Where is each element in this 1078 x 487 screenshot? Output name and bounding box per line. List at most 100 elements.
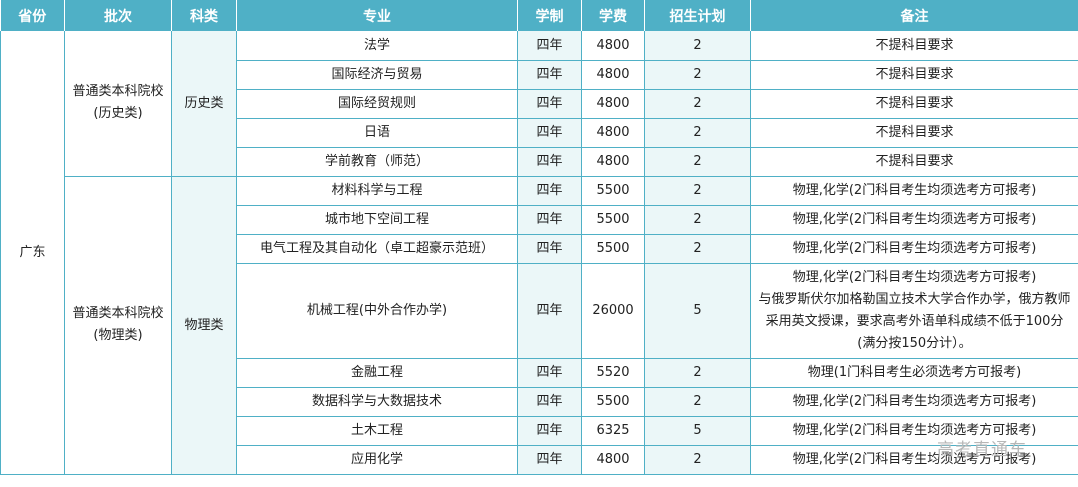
- duration-cell: 四年: [517, 387, 582, 417]
- table-row: 日语 四年 4800 2 不提科目要求: [1, 118, 1078, 148]
- duration-cell: 四年: [517, 176, 582, 206]
- plan-cell: 2: [644, 176, 751, 206]
- note-cell: 不提科目要求: [750, 89, 1078, 119]
- header-row: 省份 批次 科类 专业 学制 学费 招生计划 备注: [0, 0, 1078, 31]
- header-plan: 招生计划: [644, 0, 751, 31]
- note-cell: 物理,化学(2门科目考生均须选考方可报考): [750, 445, 1078, 475]
- note-line: 采用英文授课，要求高考外语单科成绩不低于100分: [765, 313, 1064, 329]
- plan-cell: 2: [644, 445, 751, 475]
- duration-cell: 四年: [517, 416, 582, 446]
- duration-cell: 四年: [517, 118, 582, 148]
- note-cell: 不提科目要求: [750, 31, 1078, 61]
- duration-cell: 四年: [517, 263, 582, 359]
- plan-cell: 2: [644, 118, 751, 148]
- table-row: 机械工程(中外合作办学) 四年 26000 5 物理,化学(2门科目考生均须选考…: [1, 263, 1078, 359]
- major-cell: 应用化学: [236, 445, 518, 475]
- major-cell: 法学: [236, 31, 518, 61]
- table-row: 数据科学与大数据技术 四年 5500 2 物理,化学(2门科目考生均须选考方可报…: [1, 387, 1078, 417]
- admission-plan-table: 省份 批次 科类 专业 学制 学费 招生计划 备注 广东 普通类本科院校 (历史类…: [0, 0, 1078, 475]
- duration-cell: 四年: [517, 31, 582, 61]
- table-row: 应用化学 四年 4800 2 物理,化学(2门科目考生均须选考方可报考): [1, 445, 1078, 475]
- header-category: 科类: [171, 0, 237, 31]
- fee-cell: 4800: [581, 118, 645, 148]
- plan-cell: 2: [644, 60, 751, 90]
- table-row: 国际经济与贸易 四年 4800 2 不提科目要求: [1, 60, 1078, 90]
- major-cell: 材料科学与工程: [236, 176, 518, 206]
- major-cell: 城市地下空间工程: [236, 205, 518, 235]
- note-cell: 物理,化学(2门科目考生均须选考方可报考): [750, 387, 1078, 417]
- note-cell: 物理,化学(2门科目考生均须选考方可报考): [750, 234, 1078, 264]
- batch-line: (历史类): [93, 106, 143, 122]
- fee-cell: 5520: [581, 358, 645, 388]
- duration-cell: 四年: [517, 60, 582, 90]
- note-cell: 物理,化学(2门科目考生均须选考方可报考): [750, 416, 1078, 446]
- major-cell: 学前教育（师范）: [236, 147, 518, 177]
- fee-cell: 4800: [581, 31, 645, 61]
- fee-cell: 5500: [581, 387, 645, 417]
- plan-cell: 5: [644, 263, 751, 359]
- major-cell: 金融工程: [236, 358, 518, 388]
- table-row: 学前教育（师范） 四年 4800 2 不提科目要求: [1, 147, 1078, 177]
- batch-line: 普通类本科院校: [72, 84, 164, 100]
- major-cell: 数据科学与大数据技术: [236, 387, 518, 417]
- category-cell: 历史类: [171, 31, 237, 177]
- major-cell: 电气工程及其自动化（卓工超豪示范班）: [236, 234, 518, 264]
- duration-cell: 四年: [517, 358, 582, 388]
- table-row: 普通类本科院校 (物理类) 物理类 材料科学与工程 四年 5500 2 物理,化学…: [1, 176, 1078, 475]
- plan-cell: 2: [644, 358, 751, 388]
- major-cell: 国际经济与贸易: [236, 60, 518, 90]
- batch-cell: 普通类本科院校 (历史类): [64, 31, 172, 177]
- note-cell: 不提科目要求: [750, 118, 1078, 148]
- plan-cell: 2: [644, 31, 751, 61]
- fee-cell: 6325: [581, 416, 645, 446]
- note-line: (满分按150分计）。: [857, 335, 972, 351]
- fee-cell: 5500: [581, 234, 645, 264]
- duration-cell: 四年: [517, 445, 582, 475]
- major-cell: 国际经贸规则: [236, 89, 518, 119]
- fee-cell: 4800: [581, 60, 645, 90]
- fee-cell: 26000: [581, 263, 645, 359]
- fee-cell: 4800: [581, 147, 645, 177]
- header-note: 备注: [750, 0, 1078, 31]
- table-row: 电气工程及其自动化（卓工超豪示范班） 四年 5500 2 物理,化学(2门科目考…: [1, 234, 1078, 264]
- table-row: 城市地下空间工程 四年 5500 2 物理,化学(2门科目考生均须选考方可报考): [1, 205, 1078, 235]
- plan-cell: 2: [644, 89, 751, 119]
- fee-cell: 5500: [581, 205, 645, 235]
- note-cell: 不提科目要求: [750, 147, 1078, 177]
- batch-cell: 普通类本科院校 (物理类): [64, 176, 172, 475]
- fee-cell: 4800: [581, 445, 645, 475]
- duration-cell: 四年: [517, 89, 582, 119]
- header-duration: 学制: [517, 0, 582, 31]
- header-batch: 批次: [64, 0, 172, 31]
- note-cell: 不提科目要求: [750, 60, 1078, 90]
- watermark-text: 高考直通车: [937, 440, 1027, 460]
- plan-cell: 2: [644, 147, 751, 177]
- note-cell: 物理,化学(2门科目考生均须选考方可报考): [750, 176, 1078, 206]
- note-line: 物理,化学(2门科目考生均须选考方可报考): [792, 269, 1037, 285]
- fee-cell: 5500: [581, 176, 645, 206]
- note-cell: 物理,化学(2门科目考生均须选考方可报考) 与俄罗斯伏尔加格勒国立技术大学合作办学…: [750, 263, 1078, 359]
- batch-line: (物理类): [93, 328, 143, 343]
- header-major: 专业: [236, 0, 518, 31]
- table-row: 广东 普通类本科院校 (历史类) 历史类 法学 四年 4800 2 不提科目要求: [0, 31, 1078, 475]
- batch-line: 普通类本科院校: [72, 306, 164, 321]
- plan-cell: 5: [644, 416, 751, 446]
- duration-cell: 四年: [517, 234, 582, 264]
- plan-cell: 2: [644, 234, 751, 264]
- note-line: 与俄罗斯伏尔加格勒国立技术大学合作办学，俄方教师: [758, 291, 1071, 307]
- table-row: 土木工程 四年 6325 5 物理,化学(2门科目考生均须选考方可报考): [1, 416, 1078, 446]
- plan-cell: 2: [644, 387, 751, 417]
- duration-cell: 四年: [517, 205, 582, 235]
- note-cell: 物理(1门科目考生必须选考方可报考): [750, 358, 1078, 388]
- duration-cell: 四年: [517, 147, 582, 177]
- major-cell: 机械工程(中外合作办学): [236, 263, 518, 359]
- note-cell: 物理,化学(2门科目考生均须选考方可报考): [750, 205, 1078, 235]
- header-fee: 学费: [581, 0, 645, 31]
- plan-cell: 2: [644, 205, 751, 235]
- major-cell: 土木工程: [236, 416, 518, 446]
- category-cell: 物理类: [171, 176, 237, 475]
- header-province: 省份: [0, 0, 65, 31]
- table-row: 国际经贸规则 四年 4800 2 不提科目要求: [1, 89, 1078, 119]
- major-cell: 日语: [236, 118, 518, 148]
- fee-cell: 4800: [581, 89, 645, 119]
